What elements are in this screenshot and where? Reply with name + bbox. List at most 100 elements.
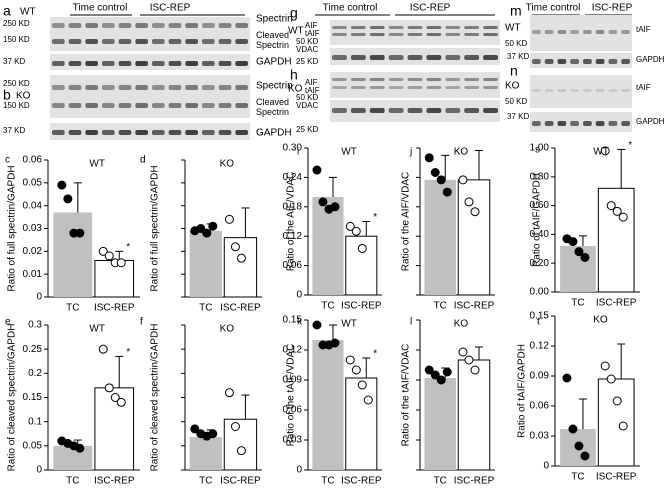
- x-tick-label: TC: [66, 303, 79, 314]
- blot-band: [483, 78, 498, 81]
- y-tick-label: 0.1: [28, 416, 42, 427]
- panel-label: j: [409, 147, 412, 158]
- blot-band: [135, 103, 148, 108]
- blot-band: [68, 130, 82, 135]
- band-label: Cleaved Spectrin: [256, 30, 290, 50]
- blot-band: [68, 23, 82, 28]
- band-label: Spectrin: [256, 14, 293, 25]
- blot-band: [52, 61, 65, 66]
- genotype: KO: [593, 315, 608, 326]
- genotype: WT: [20, 7, 36, 18]
- blot-band: [426, 26, 442, 29]
- blot-band: [445, 108, 461, 113]
- blot-band: [445, 33, 461, 36]
- data-point: [606, 201, 616, 211]
- data-point: [612, 206, 622, 216]
- group-label: ISC-REP: [592, 3, 633, 14]
- data-point: [330, 338, 340, 348]
- x-tick-label: ISC-REP: [596, 472, 637, 483]
- data-point: [196, 224, 206, 233]
- blot-band: [583, 121, 592, 126]
- blot-band: [135, 85, 148, 90]
- blot-band: [52, 85, 65, 90]
- blot-band: [445, 55, 461, 60]
- blot-band: [621, 59, 630, 64]
- band-label: GAPDH: [256, 57, 292, 68]
- blot-band: [118, 130, 132, 135]
- blot-band: [388, 55, 404, 60]
- data-point: [230, 242, 240, 252]
- blot-band: [595, 30, 605, 34]
- blot-band: [407, 86, 423, 89]
- x-tick-label: TC: [571, 472, 584, 483]
- blot-band: [426, 108, 442, 113]
- blot-band: [168, 130, 182, 135]
- blot-band: [532, 30, 541, 34]
- data-point: [104, 251, 114, 261]
- genotype: WT: [89, 159, 105, 170]
- data-point: [618, 421, 628, 431]
- y-tick-label: 0.06: [530, 401, 550, 412]
- blot-band: [407, 108, 423, 113]
- data-point: [424, 365, 434, 375]
- blot-band: [557, 121, 567, 126]
- band-label: AIF: [305, 21, 318, 30]
- blot-band: [464, 86, 480, 89]
- panel-label: b: [3, 87, 11, 103]
- blot-band: [185, 39, 198, 44]
- y-tick-label: 0.09: [530, 371, 550, 382]
- marker: 50 KD: [296, 37, 318, 46]
- blot-band: [135, 61, 148, 66]
- band-label: GAPDH: [636, 55, 665, 64]
- blot-band: [152, 23, 165, 28]
- marker: 250 KD: [3, 19, 30, 28]
- blot-band: [369, 33, 385, 36]
- blot-band: [595, 89, 605, 92]
- data-point: [357, 243, 367, 253]
- blot-band: [235, 23, 248, 28]
- blot-band: [102, 85, 115, 90]
- x-tick-label: TC: [199, 303, 212, 314]
- data-point: [98, 246, 108, 256]
- bar: [597, 378, 635, 467]
- blot-band: [608, 59, 618, 64]
- band-label: VDAC: [296, 101, 318, 110]
- blot-band: [483, 26, 498, 29]
- blot-band: [464, 78, 480, 81]
- blot-band: [152, 85, 165, 90]
- bar: [345, 377, 378, 471]
- blot-band: [218, 85, 232, 90]
- blot-band: [445, 86, 461, 89]
- blot-image: [530, 112, 632, 132]
- blot-band: [532, 89, 541, 92]
- blot-band: [152, 130, 165, 135]
- y-tick-label: 0.03: [530, 431, 550, 442]
- y-tick-label: 0.15: [530, 311, 550, 322]
- blot-band: [85, 85, 98, 90]
- blot-image: [530, 75, 632, 108]
- y-tick-label: 0.02: [23, 246, 43, 257]
- band-label: GAPDH: [256, 128, 292, 139]
- blot-band: [532, 121, 541, 126]
- data-point: [580, 451, 590, 461]
- blot-image: [330, 72, 500, 98]
- blot-band: [202, 85, 215, 90]
- genotype: WT: [505, 23, 521, 34]
- y-tick-label: 0.03: [23, 223, 43, 234]
- blot-band: [583, 89, 592, 92]
- data-point: [470, 207, 480, 217]
- significance: *: [373, 349, 377, 360]
- data-point: [464, 197, 474, 207]
- genotype: WT: [288, 26, 304, 37]
- panel-label: n: [510, 63, 518, 79]
- blot-band: [235, 61, 248, 66]
- blot-band: [118, 85, 132, 90]
- group-label: ISC-REP: [150, 3, 191, 14]
- band-label: GAPDH: [636, 117, 665, 126]
- genotype: WT: [593, 147, 609, 158]
- data-point: [600, 361, 610, 371]
- blot-band: [483, 108, 498, 113]
- data-point: [424, 153, 434, 163]
- data-point: [458, 175, 468, 185]
